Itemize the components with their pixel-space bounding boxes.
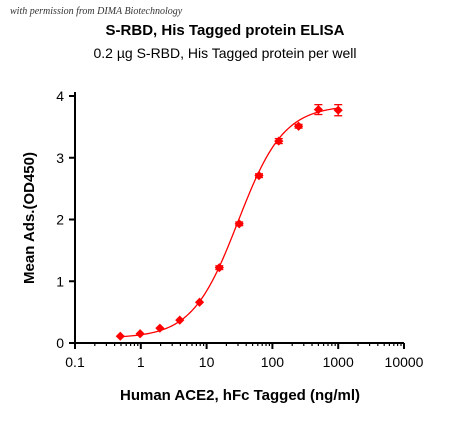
x-tick-label: 0.1 [65,354,85,370]
x-tick-label: 10000 [385,354,424,370]
x-tick-label: 1000 [323,354,354,370]
x-tick-label: 10 [199,354,215,370]
y-tick-label: 2 [56,212,64,228]
chart-title: S-RBD, His Tagged protein ELISA [105,22,345,39]
data-points [115,104,343,341]
data-point [333,105,343,115]
fit-curve [120,107,339,338]
watermark-text: with permission from DIMA Biotechnology [10,6,183,17]
data-point [194,297,205,307]
x-axis-title: Human ACE2, hFc Tagged (ng/ml) [120,387,360,404]
y-axis-title: Mean Ads.(OD450) [21,152,38,284]
data-point [135,329,145,339]
data-point [155,323,165,333]
data-point [293,121,304,131]
y-ticks: 0 1 2 3 4 [56,88,75,351]
x-tick-label: 100 [261,354,285,370]
data-point [254,171,264,181]
x-tick-label: 1 [137,354,145,370]
data-point [234,219,244,229]
chart-subtitle: 0.2 µg S-RBD, His Tagged protein per wel… [93,45,357,61]
axes [74,92,404,344]
data-point [274,136,284,146]
data-point [175,315,185,325]
y-tick-label: 0 [56,335,64,351]
error-bars [215,103,343,271]
data-point [313,104,323,115]
y-tick-label: 3 [56,150,64,166]
x-ticks: 0.1 1 10 100 1000 10000 [65,343,424,370]
y-tick-label: 4 [56,88,64,104]
y-tick-label: 1 [56,273,64,289]
data-point [115,331,125,341]
data-point [214,263,224,273]
